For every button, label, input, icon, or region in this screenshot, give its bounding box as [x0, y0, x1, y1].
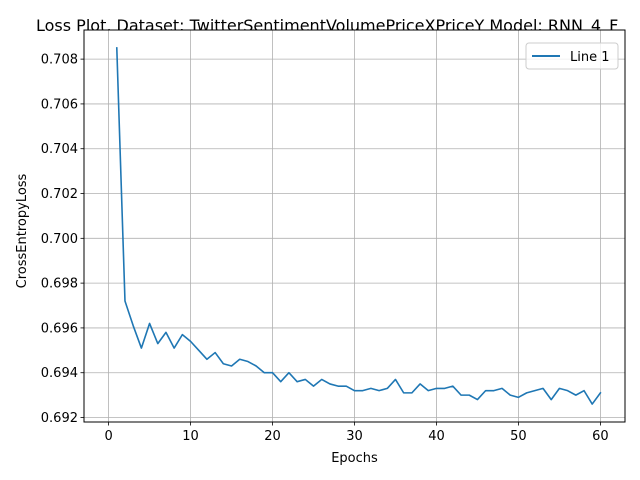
y-tick-label: 0.692	[41, 411, 78, 426]
y-tick-label: 0.696	[41, 321, 78, 336]
x-tick-label: 40	[428, 429, 445, 444]
legend-box	[525, 42, 619, 70]
y-tick-label: 0.700	[41, 232, 78, 247]
legend: Line 1	[525, 42, 619, 70]
x-tick-label: 10	[182, 429, 199, 444]
y-tick-label: 0.706	[41, 97, 78, 112]
legend-label-line-1: Line 1	[570, 50, 610, 65]
x-tick-label: 60	[592, 429, 609, 444]
y-tick-label: 0.702	[41, 187, 78, 202]
grid-lines	[84, 30, 625, 422]
y-tick-label: 0.698	[41, 277, 78, 292]
x-tick-label: 20	[264, 429, 281, 444]
x-tick-label: 0	[104, 429, 112, 444]
x-tick-label: 50	[510, 429, 527, 444]
x-axis-label: Epochs	[331, 451, 378, 466]
y-tick-label: 0.704	[41, 142, 78, 157]
series-line-1	[115, 47, 602, 405]
y-tick-label: 0.708	[41, 53, 78, 68]
y-tick-label: 0.694	[41, 366, 78, 381]
x-tick-label: 30	[346, 429, 363, 444]
axis-ticks: 0 10 20 30 40 50 60 0.692 0.694 0.696 0.698 0.700 0.…	[41, 53, 609, 444]
y-axis-label: CrossEntropyLoss	[15, 173, 30, 288]
series-layer	[115, 47, 602, 405]
